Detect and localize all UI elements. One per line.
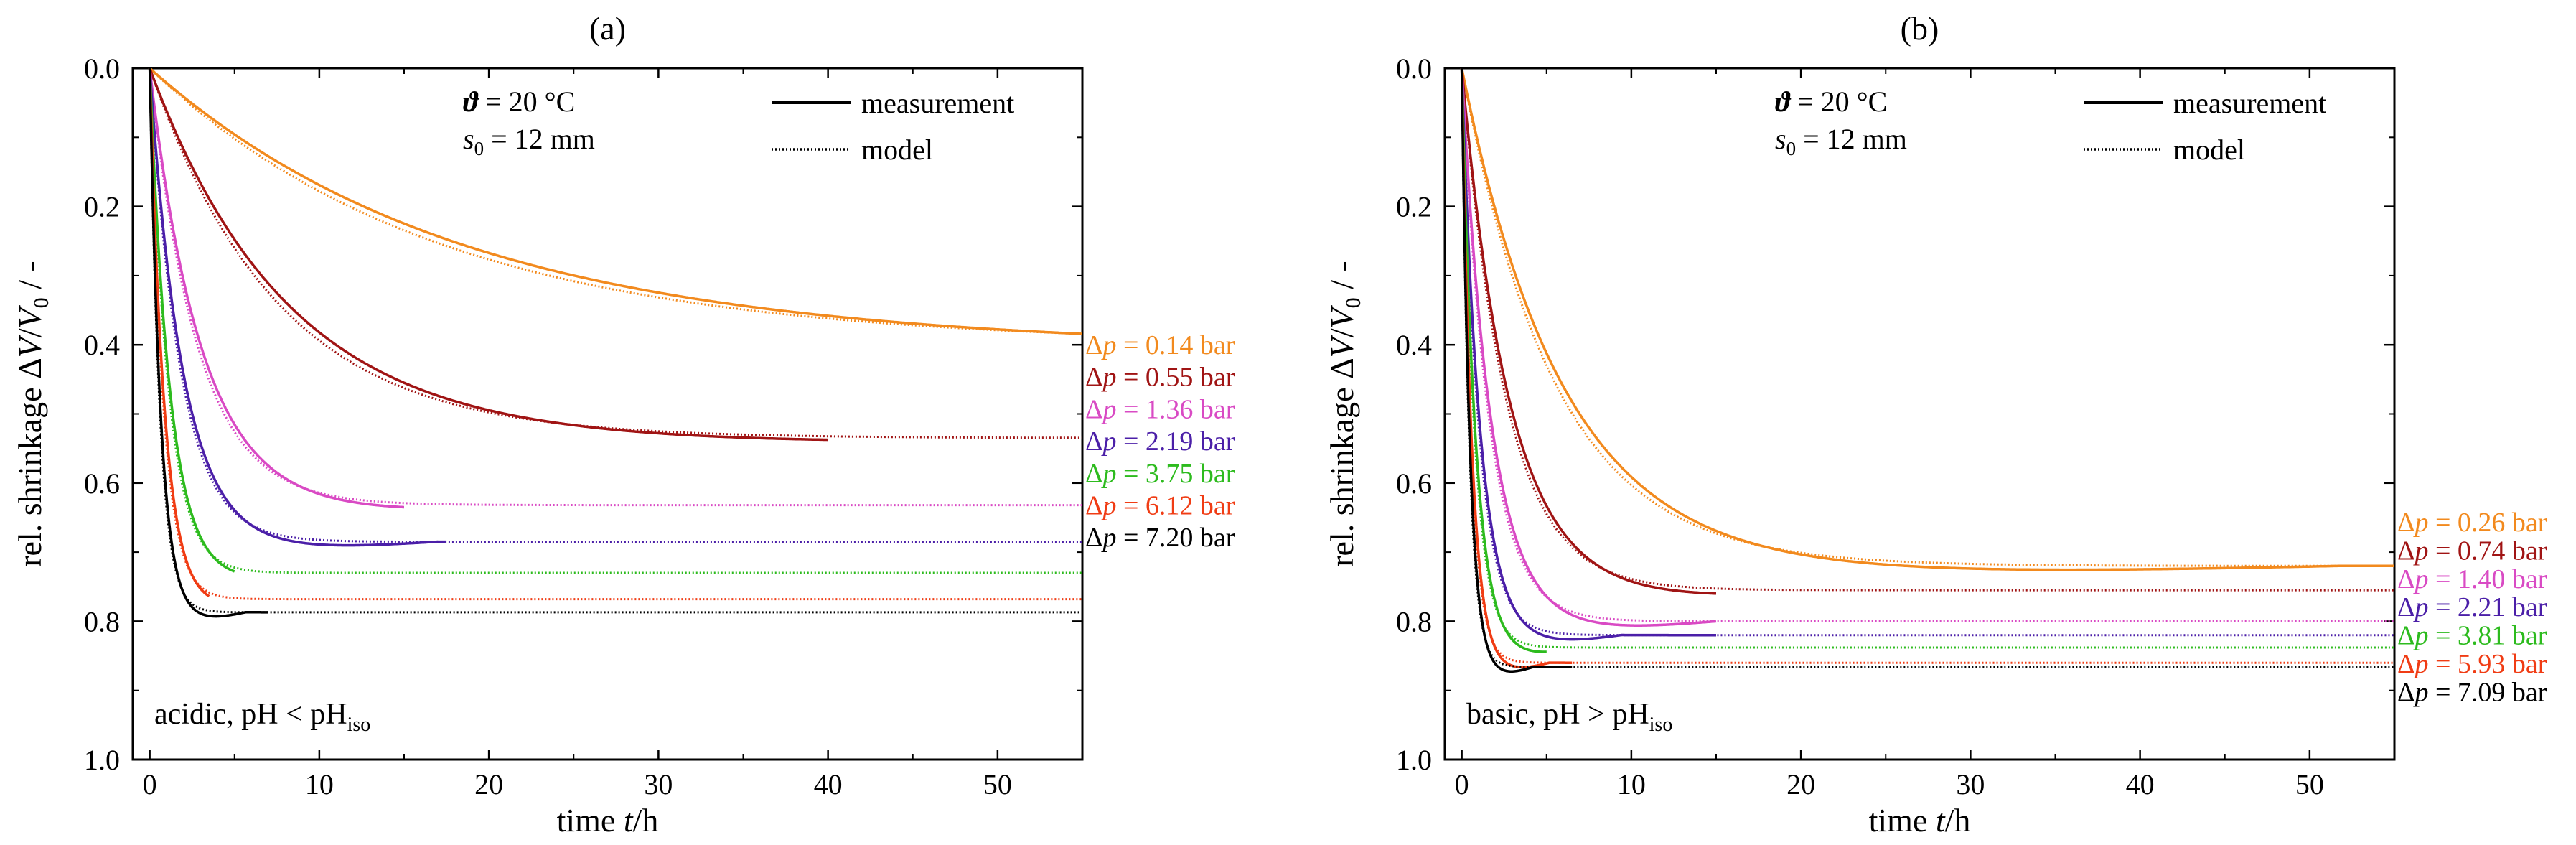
series-label-0-74: Δp = 0.74 bar [2397, 536, 2547, 566]
plot-frame [131, 67, 1084, 761]
series-model-0-55 [149, 68, 1082, 439]
series-model-5-93 [1461, 68, 2394, 664]
legend-label-measurement: measurement [2173, 87, 2326, 119]
y-tick-label: 0.6 [1396, 467, 1432, 500]
y-tick-label: 1.0 [84, 744, 120, 776]
series-label-0-14: Δp = 0.14 bar [1085, 330, 1235, 360]
chart-panel-a: (a) 0 10 20 30 40 50 0.0 0.2 0.4 0.6 0.8 1.0 time t/h… [11, 10, 1235, 839]
series-label-6-12: Δp = 6.12 bar [1085, 491, 1235, 521]
y-tick-label: 0.0 [1396, 52, 1432, 85]
x-tick-label: 40 [2126, 768, 2155, 800]
ph-annotation: acidic, pH < pHiso [154, 698, 370, 736]
series-measurement-7-20 [148, 68, 268, 618]
x-tick-label: 10 [1617, 768, 1646, 800]
x-tick-label: 50 [2295, 768, 2324, 800]
temperature-label: ϑ = 20 °C [1775, 85, 1887, 118]
y-tick-label: 0.2 [1396, 191, 1432, 223]
plot-frame [1443, 67, 2396, 761]
legend-label-model: model [861, 134, 933, 166]
x-axis-label: time t/h [1869, 802, 1971, 839]
series-measurement-1-40 [1460, 68, 1717, 627]
legend-label-measurement: measurement [861, 87, 1014, 119]
x-tick-label: 30 [644, 768, 673, 800]
series-model-7-09 [1461, 68, 2394, 668]
y-tick-label: 0.4 [1396, 329, 1432, 361]
series-model-0-74 [1461, 68, 2394, 592]
series-model-7-20 [149, 68, 1082, 614]
series-measurement-6-12 [148, 68, 210, 598]
series-model-2-19 [149, 68, 1082, 543]
series-measurement-0-74 [1460, 68, 1716, 595]
series-measurement-7-09 [1460, 68, 1573, 673]
series-measurement-3-81 [1460, 68, 1547, 653]
series-model-0-14 [149, 68, 1082, 335]
series-label-7-09: Δp = 7.09 bar [2397, 677, 2547, 707]
series-label-1-36: Δp = 1.36 bar [1085, 394, 1235, 424]
x-tick-label: 0 [143, 768, 157, 800]
series-model-1-40 [1461, 68, 2394, 622]
y-tick-label: 0.0 [84, 52, 120, 85]
y-tick-label: 0.8 [84, 605, 120, 638]
x-tick-label: 40 [814, 768, 843, 800]
series-model-3-81 [1461, 68, 2394, 649]
series-label-5-93: Δp = 5.93 bar [2397, 649, 2547, 679]
series-measurement-3-75 [148, 68, 235, 573]
series-measurement-0-26 [1460, 68, 2394, 571]
y-tick-label: 0.8 [1396, 605, 1432, 638]
series-label-3-81: Δp = 3.81 bar [2397, 621, 2547, 651]
panel-label: (b) [1901, 10, 1939, 47]
series-label-0-55: Δp = 0.55 bar [1085, 363, 1235, 393]
y-tick-label: 1.0 [1396, 744, 1432, 776]
series-measurement-0-14 [149, 68, 1082, 335]
series-label-3-75: Δp = 3.75 bar [1085, 459, 1235, 489]
chart-panel-b: (b) 0 10 20 30 40 50 0.0 0.2 0.4 0.6 0.8 1.0 time t/h… [1324, 10, 2547, 839]
series-label-0-26: Δp = 0.26 bar [2397, 508, 2547, 538]
x-tick-label: 20 [1786, 768, 1815, 800]
ph-annotation: basic, pH > pHiso [1466, 698, 1672, 736]
y-tick-label: 0.6 [84, 467, 120, 500]
series-model-2-21 [1461, 68, 2394, 637]
x-tick-label: 0 [1455, 768, 1469, 800]
thickness-label: s0 = 12 mm [463, 123, 595, 159]
legend-label-model: model [2173, 134, 2245, 166]
x-tick-label: 50 [983, 768, 1012, 800]
x-tick-label: 10 [305, 768, 334, 800]
series-label-2-21: Δp = 2.21 bar [2397, 592, 2547, 622]
panel-label: (a) [589, 10, 626, 47]
temperature-label: ϑ = 20 °C [463, 85, 575, 118]
y-axis-label: rel. shrinkage ΔV/V0 / - [1324, 261, 1365, 567]
y-axis-label: rel. shrinkage ΔV/V0 / - [11, 261, 53, 567]
series-label-1-40: Δp = 1.40 bar [2397, 564, 2547, 594]
x-axis-label: time t/h [557, 802, 659, 839]
series-measurement-0-55 [148, 68, 828, 442]
series-measurement-2-21 [1460, 68, 1716, 641]
series-model-6-12 [149, 68, 1082, 601]
x-tick-label: 30 [1956, 768, 1985, 800]
series-label-7-20: Δp = 7.20 bar [1085, 523, 1235, 553]
series-measurement-1-36 [148, 68, 404, 509]
series-measurement-2-19 [148, 68, 447, 547]
y-tick-label: 0.4 [84, 329, 120, 361]
series-model-1-36 [149, 68, 1082, 507]
x-tick-label: 20 [474, 768, 503, 800]
y-tick-label: 0.2 [84, 191, 120, 223]
series-model-0-26 [1461, 68, 2394, 567]
series-model-3-75 [149, 68, 1082, 574]
thickness-label: s0 = 12 mm [1775, 123, 1907, 159]
series-label-2-19: Δp = 2.19 bar [1085, 426, 1235, 457]
